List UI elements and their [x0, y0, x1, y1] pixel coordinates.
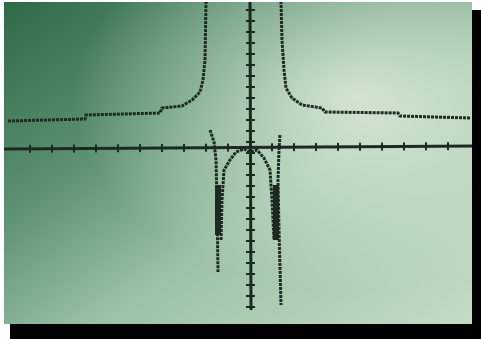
- screen-glare: [4, 2, 472, 324]
- calculator-photo: [0, 0, 481, 339]
